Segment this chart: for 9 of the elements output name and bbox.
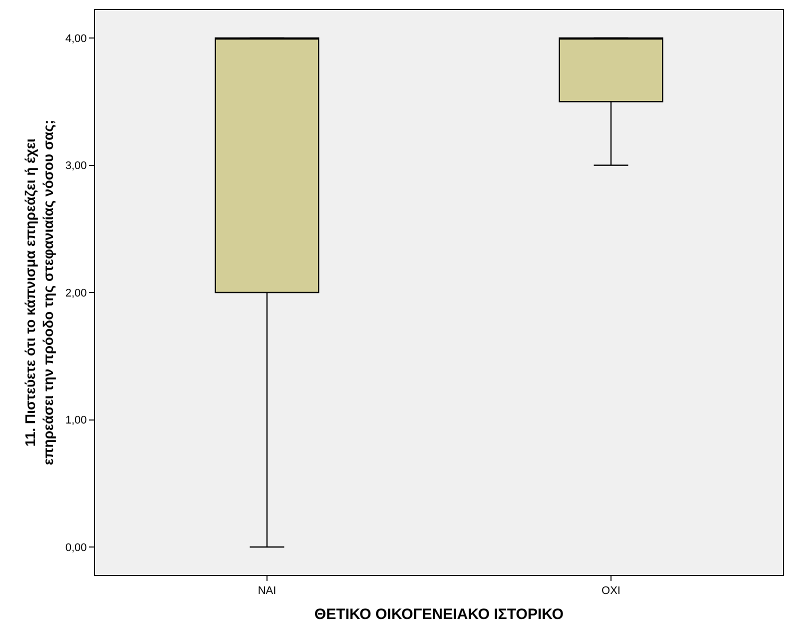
- x-tick-label: ΟΧΙ: [602, 585, 620, 598]
- y-tick-label: 4,00: [65, 32, 87, 45]
- y-axis-title: 11. Πιστεύετε ότι το κάπνισμα επηρεάζει ή έχει επηρεάσει την πρόοδο της στεφανιαίας νόσου σας;: [22, 120, 56, 466]
- y-tick-label: 2,00: [65, 287, 87, 300]
- y-tick-label: 3,00: [65, 160, 87, 172]
- x-axis-title: ΘΕΤΙΚΟ ΟΙΚΟΓΕΝΕΙΑΚΟ ΙΣΤΟΡΙΚΟ: [314, 606, 564, 624]
- y-tick-label: 0,00: [65, 542, 87, 554]
- y-tick-label: 1,00: [65, 414, 87, 427]
- x-tick-label: ΝΑΙ: [258, 585, 276, 598]
